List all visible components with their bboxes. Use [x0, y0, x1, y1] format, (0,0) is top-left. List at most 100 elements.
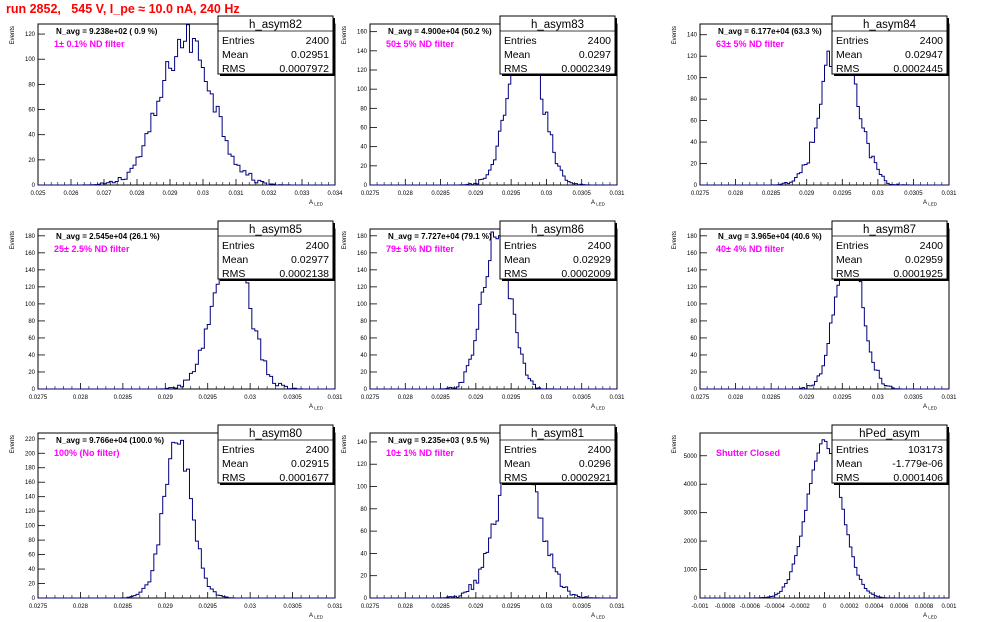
x-tick-label: 0.0295 [199, 395, 218, 401]
x-axis-title: A LED [923, 404, 938, 411]
stats-box [831, 15, 948, 75]
stats-title: h_asym85 [249, 224, 302, 236]
stats-value: 0.02959 [905, 254, 943, 266]
stats-label: Entries [836, 35, 869, 47]
x-tick-label: 0.029 [799, 191, 815, 197]
x-tick-label: 0.0002 [840, 604, 859, 610]
filter-label: 1± 0.1% ND filter [54, 39, 125, 49]
y-tick-label: 100 [25, 57, 36, 63]
x-tick-label: 0.03 [244, 604, 256, 610]
x-tick-label: 0.0285 [431, 395, 450, 401]
plot-frame [699, 23, 950, 186]
y-tick-label: 220 [25, 437, 36, 443]
y-tick-label: 0 [694, 183, 698, 189]
stats-label: Entries [504, 444, 537, 456]
y-tick-label: 0 [32, 596, 36, 602]
histogram-panel-h_asym87: 0.0275 0.028 0.0285 0.029 0.0295 0.03 0.0305 0.… [672, 220, 957, 411]
x-tick-label: 0.0305 [904, 191, 923, 197]
y-tick-label: 140 [357, 49, 368, 55]
stats-value: 0.0296 [579, 458, 611, 470]
y-axis-title: Events [672, 26, 678, 44]
x-tick-label: 0.028 [73, 395, 89, 401]
filter-label: 10± 1% ND filter [386, 448, 454, 458]
x-tick-label: 0.0295 [502, 604, 521, 610]
x-tick-label: 0.0275 [29, 604, 48, 610]
stats-box [217, 220, 334, 280]
stats-value: 2400 [588, 444, 612, 456]
stats-label: Mean [836, 458, 862, 470]
x-tick-label: 0.032 [261, 191, 277, 197]
histogram-panel-h_asym80: 0.0275 0.028 0.0285 0.029 0.0295 0.03 0.0305 0.… [10, 424, 343, 620]
x-tick-label: -0.0002 [789, 604, 810, 610]
x-tick-label: -0.001 [691, 604, 709, 610]
x-tick-label: 0.0305 [573, 395, 592, 401]
y-tick-label: 100 [687, 76, 698, 82]
x-tick-label: 0.03 [244, 395, 256, 401]
plot-frame [699, 228, 950, 390]
stats-value: 0.0002445 [893, 63, 943, 75]
stats-value: 0.0002349 [561, 63, 611, 75]
y-axis-title: Events [342, 26, 348, 44]
stats-value: 2400 [588, 240, 612, 252]
histogram-panel-h_asym86: 0.0275 0.028 0.0285 0.029 0.0295 0.03 0.0305 0.… [342, 220, 625, 411]
x-tick-label: 0.0004 [865, 604, 884, 610]
x-tick-label: 0.0285 [114, 395, 133, 401]
x-tick-label: 0.03 [541, 191, 553, 197]
x-tick-label: 0 [823, 604, 827, 610]
stats-label: Mean [222, 254, 248, 266]
stats-value: -1.779e-06 [892, 458, 943, 470]
filter-label: 50± 5% ND filter [386, 39, 454, 49]
y-tick-label: 120 [357, 68, 368, 74]
y-tick-label: 80 [690, 97, 697, 103]
stats-value: 0.0001677 [279, 472, 329, 484]
x-tick-label: 0.001 [941, 604, 957, 610]
x-tick-label: 0.028 [728, 395, 744, 401]
y-tick-label: 120 [25, 285, 36, 291]
histogram-line [38, 24, 335, 186]
stats-value: 0.0001925 [893, 268, 943, 280]
stats-value: 0.0297 [579, 49, 611, 61]
stats-value: 103173 [908, 444, 943, 456]
stats-value: 2400 [306, 35, 330, 47]
stats-value: 0.0002009 [561, 268, 611, 280]
plot-frame [37, 23, 336, 186]
stats-value: 0.02947 [905, 49, 943, 61]
x-tick-label: 0.03 [541, 395, 553, 401]
stats-box [217, 15, 334, 75]
navg-text: N_avg = 4.900e+04 (50.2 %) [388, 27, 492, 36]
y-tick-label: 80 [360, 106, 367, 112]
histogram-line [370, 231, 617, 390]
y-tick-label: 60 [28, 553, 35, 559]
y-axis-title: Events [342, 231, 348, 249]
y-axis-title: Events [672, 231, 678, 249]
y-tick-label: 40 [360, 353, 367, 359]
x-tick-label: 0.031 [609, 191, 625, 197]
y-tick-label: 40 [690, 140, 697, 146]
stats-box [499, 220, 616, 280]
y-tick-label: 60 [28, 108, 35, 114]
x-tick-label: 0.029 [468, 191, 484, 197]
x-tick-label: 0.0305 [904, 395, 923, 401]
y-tick-label: 140 [687, 33, 698, 39]
y-tick-label: 60 [360, 126, 367, 132]
stats-title: h_asym86 [531, 224, 584, 236]
histogram-panel-h_asym82: 0.025 0.026 0.027 0.028 0.029 0.03 0.031 0.032 0… [10, 15, 343, 207]
x-tick-label: 0.03 [872, 191, 884, 197]
navg-text: N_avg = 7.727e+04 (79.1 %) [388, 232, 492, 241]
stats-label: RMS [222, 472, 245, 484]
filter-label: 79± 5% ND filter [386, 244, 454, 254]
stats-title: hPed_asym [859, 428, 920, 440]
stats-label: RMS [836, 472, 859, 484]
y-tick-label: 40 [28, 567, 35, 573]
y-tick-label: 80 [360, 319, 367, 325]
y-tick-label: 3000 [684, 511, 698, 517]
x-tick-label: 0.031 [941, 191, 957, 197]
stats-label: Entries [504, 35, 537, 47]
y-tick-label: 100 [357, 485, 368, 491]
y-tick-label: 20 [360, 370, 367, 376]
stats-value: 0.02977 [291, 254, 329, 266]
stats-label: Entries [836, 444, 869, 456]
stats-box [217, 424, 334, 484]
y-tick-label: 160 [357, 30, 368, 36]
